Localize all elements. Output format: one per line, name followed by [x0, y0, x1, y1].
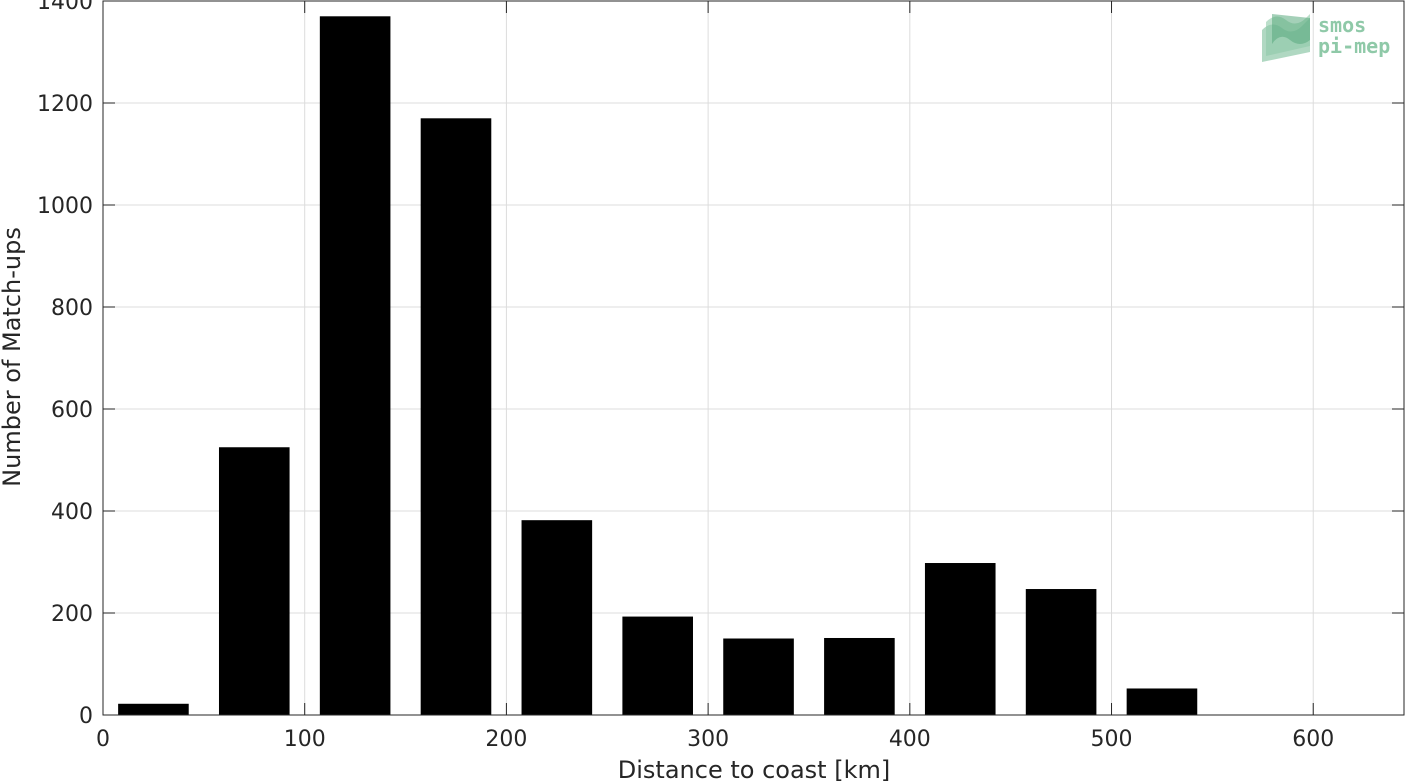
bar [1025, 589, 1097, 715]
bar [521, 520, 593, 715]
y-tick-label: 400 [51, 500, 93, 525]
bar [420, 118, 492, 716]
x-tick-label: 200 [485, 727, 527, 752]
bar [924, 563, 996, 715]
bar [319, 16, 391, 716]
bar [218, 447, 290, 715]
bar [1126, 688, 1198, 715]
y-tick-label: 1000 [37, 194, 93, 219]
bar [723, 638, 794, 715]
y-tick-label: 1400 [37, 0, 93, 15]
smos-pi-mep-logo: smos pi-mep [1262, 13, 1390, 62]
y-tick-label: 600 [51, 398, 93, 423]
y-tick-label: 1200 [37, 92, 93, 117]
logo-line-2: pi-mep [1318, 34, 1390, 58]
y-tick-label: 0 [79, 704, 93, 729]
plot-frame [102, 0, 1405, 716]
bar [118, 703, 189, 715]
x-axis-title: Distance to coast [km] [618, 756, 890, 783]
x-tick-label: 0 [96, 727, 110, 752]
smos-pi-mep-logo-icon [1262, 14, 1310, 62]
x-tick-label: 600 [1292, 727, 1334, 752]
x-axis-ticks: 0 100 200 300 400 500 600 [96, 1, 1334, 752]
bars [118, 16, 1198, 716]
x-tick-label: 500 [1091, 727, 1133, 752]
y-axis-title: Number of Match-ups [0, 227, 26, 487]
x-tick-label: 400 [889, 727, 931, 752]
y-tick-label: 200 [51, 602, 93, 627]
logo-line-1: smos [1318, 13, 1366, 37]
y-tick-label: 800 [51, 296, 93, 321]
x-tick-label: 300 [687, 727, 729, 752]
grid-lines [102, 0, 1404, 716]
y-axis-ticks: 0 200 400 600 800 1000 1200 1400 [37, 0, 1404, 729]
bar [622, 616, 693, 715]
x-tick-label: 100 [284, 727, 326, 752]
bar [824, 637, 895, 715]
